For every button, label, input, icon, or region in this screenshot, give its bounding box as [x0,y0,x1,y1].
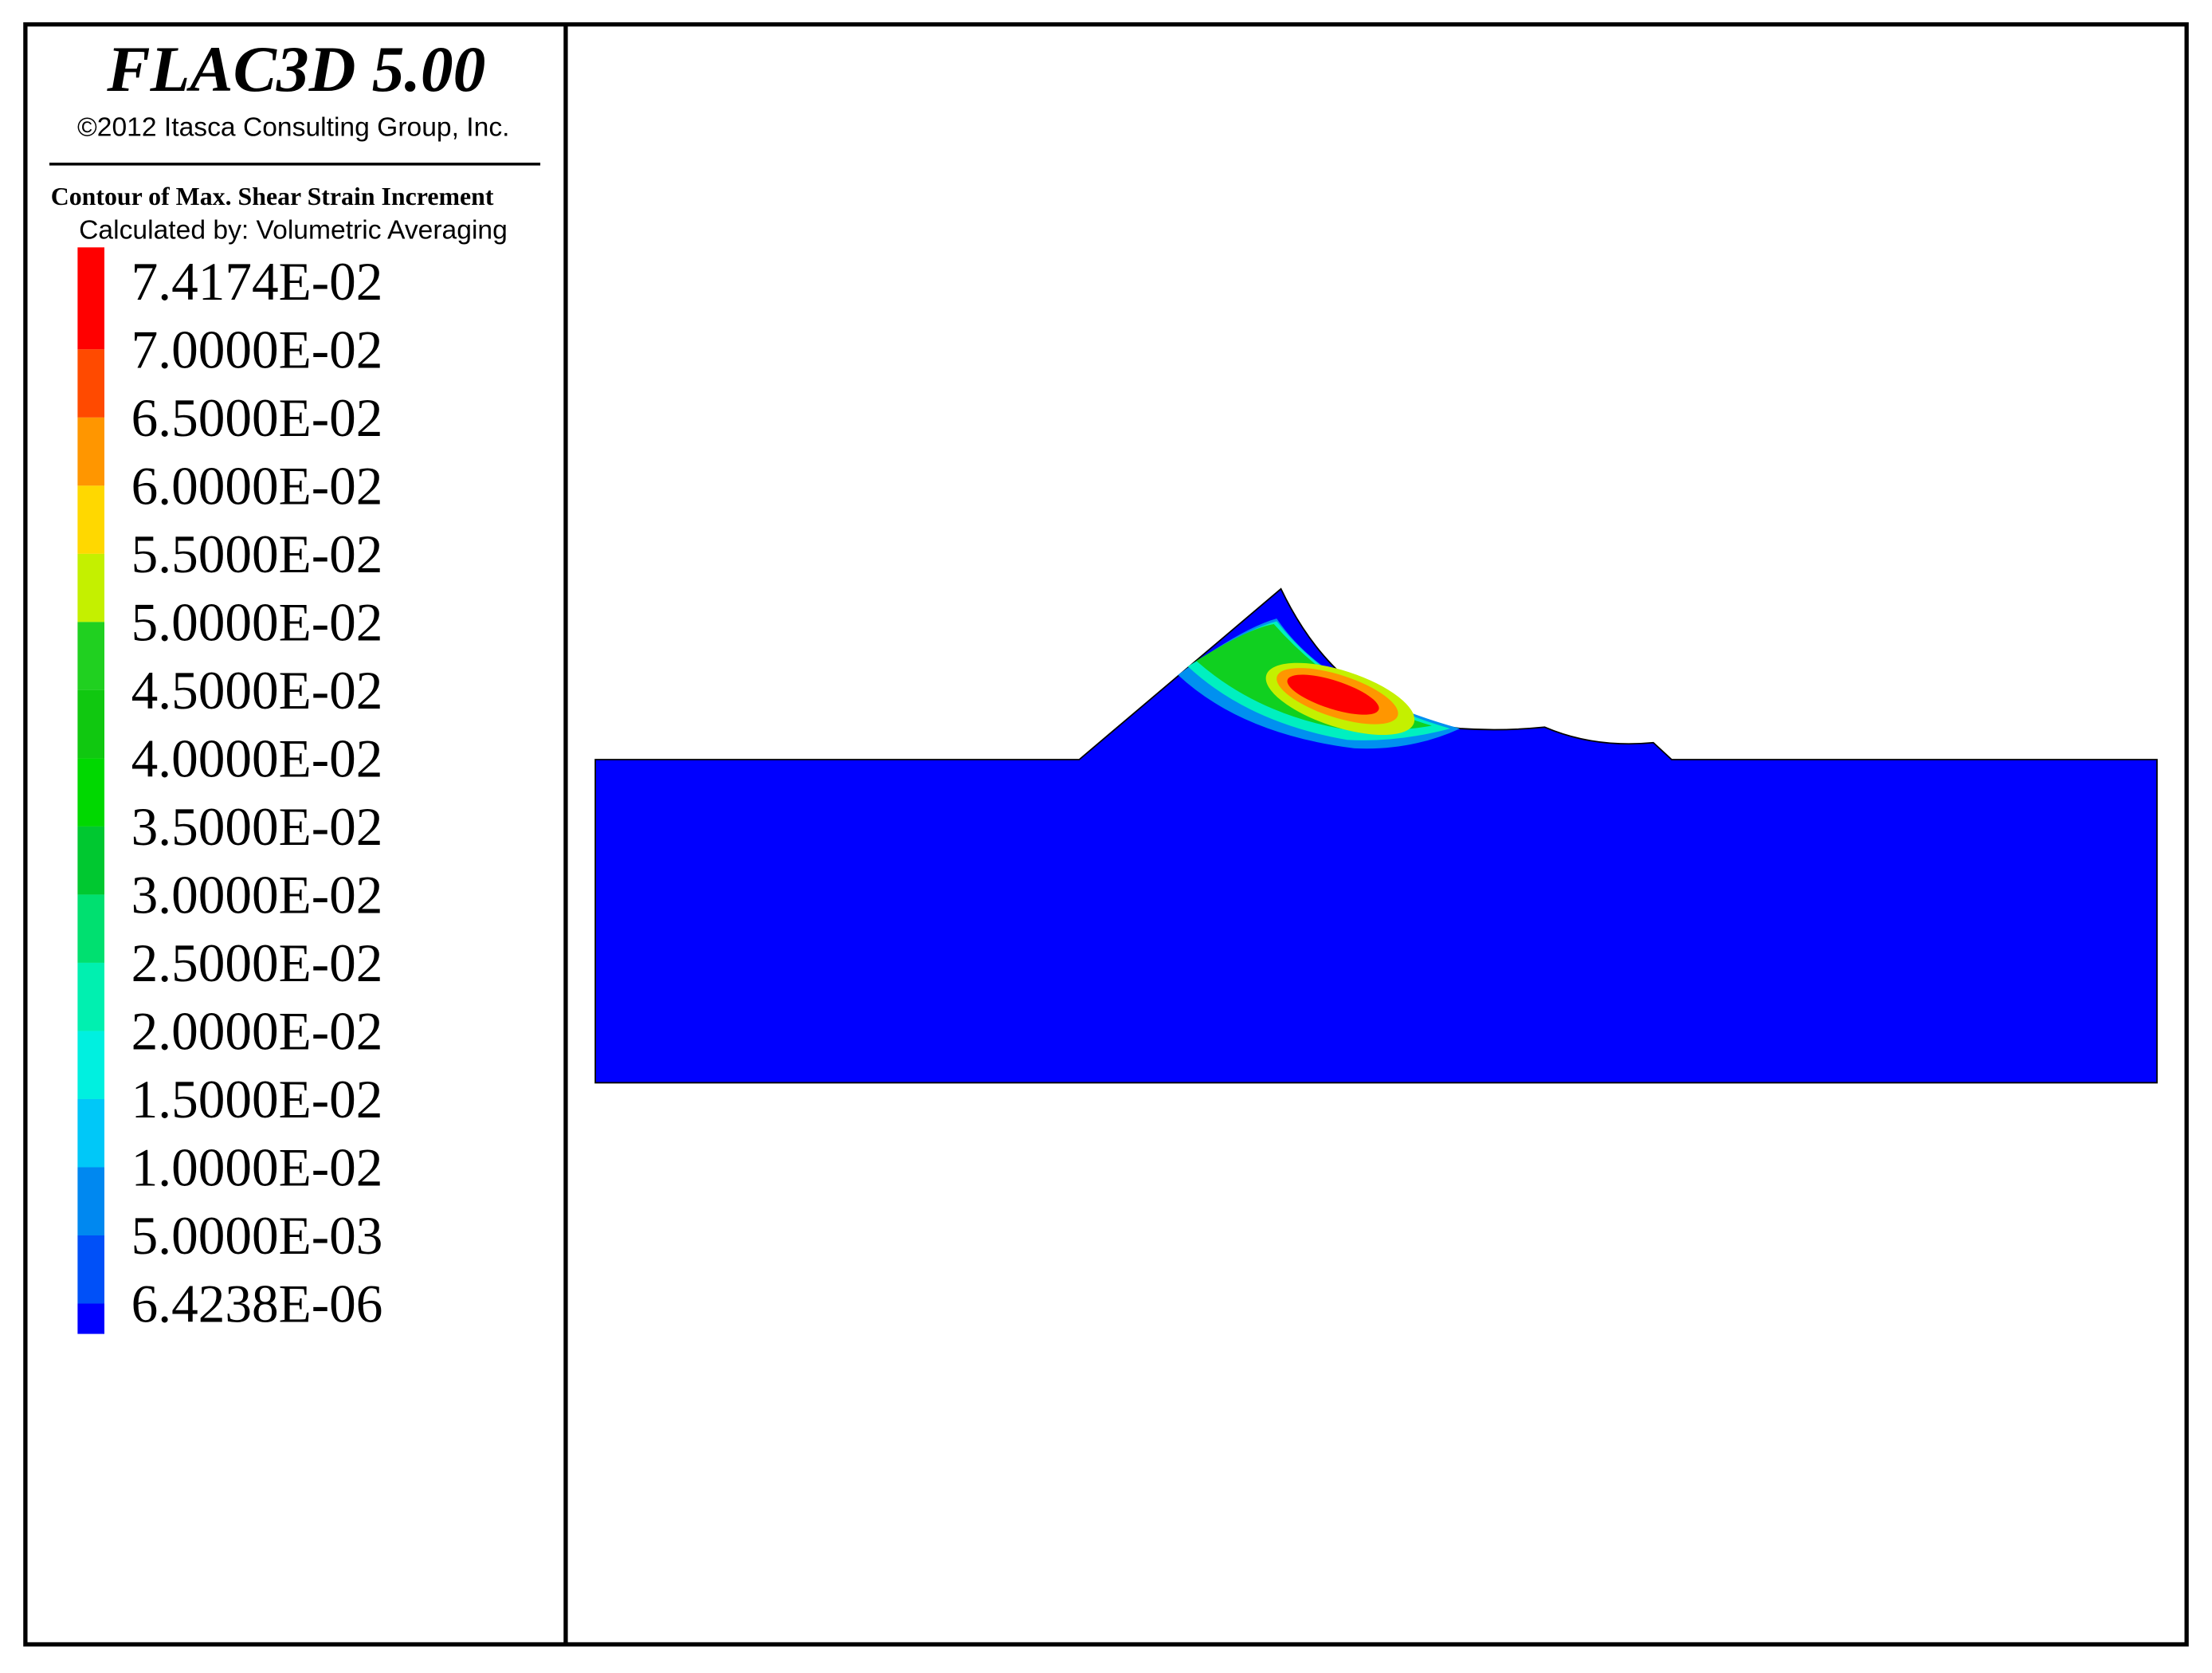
color-swatch [77,1031,105,1099]
level-label: 5.0000E-03 [131,1206,383,1266]
color-swatch [77,622,105,690]
level-label: 1.0000E-02 [131,1137,383,1197]
app-title: FLAC3D 5.00 [106,33,485,105]
legend: 7.4174E-02 7.0000E-02 6.5000E-02 6.0000E-02… [77,247,383,1334]
legend-title: Contour of Max. Shear Strain Increment [51,183,494,210]
color-swatch [77,1098,105,1168]
level-label: 6.4238E-06 [131,1274,383,1334]
color-swatch [77,247,105,350]
color-swatch [77,553,105,622]
level-label: 3.0000E-02 [131,865,383,925]
color-swatch [77,1167,105,1235]
color-swatch [77,1235,105,1304]
level-label: 7.0000E-02 [131,320,383,379]
level-label: 5.5000E-02 [131,524,383,584]
level-label: 2.0000E-02 [131,1001,383,1061]
frame [23,22,2189,1647]
color-swatch [77,894,105,963]
color-swatch [77,758,105,827]
level-label: 1.5000E-02 [131,1070,383,1129]
color-swatch [77,417,105,486]
level-label: 6.0000E-02 [131,456,383,516]
level-label: 3.5000E-02 [131,797,383,857]
color-swatch [77,349,105,418]
color-swatch [77,689,105,759]
level-label: 6.5000E-02 [131,388,383,448]
color-swatch [77,826,105,895]
level-label: 4.5000E-02 [131,661,383,721]
level-label: 5.0000E-02 [131,592,383,652]
color-swatch [77,485,105,554]
level-label: 4.0000E-02 [131,729,383,788]
level-label: 7.4174E-02 [131,252,383,312]
copyright: ©2012 Itasca Consulting Group, Inc. [77,112,510,142]
color-swatch [77,1303,105,1334]
contour [1287,674,1379,715]
model [594,587,2158,1084]
color-swatch [77,962,105,1031]
legend-subtitle: Calculated by: Volumetric Averaging [79,216,508,245]
mesh [594,587,2158,1084]
level-label: 2.5000E-02 [131,933,383,993]
